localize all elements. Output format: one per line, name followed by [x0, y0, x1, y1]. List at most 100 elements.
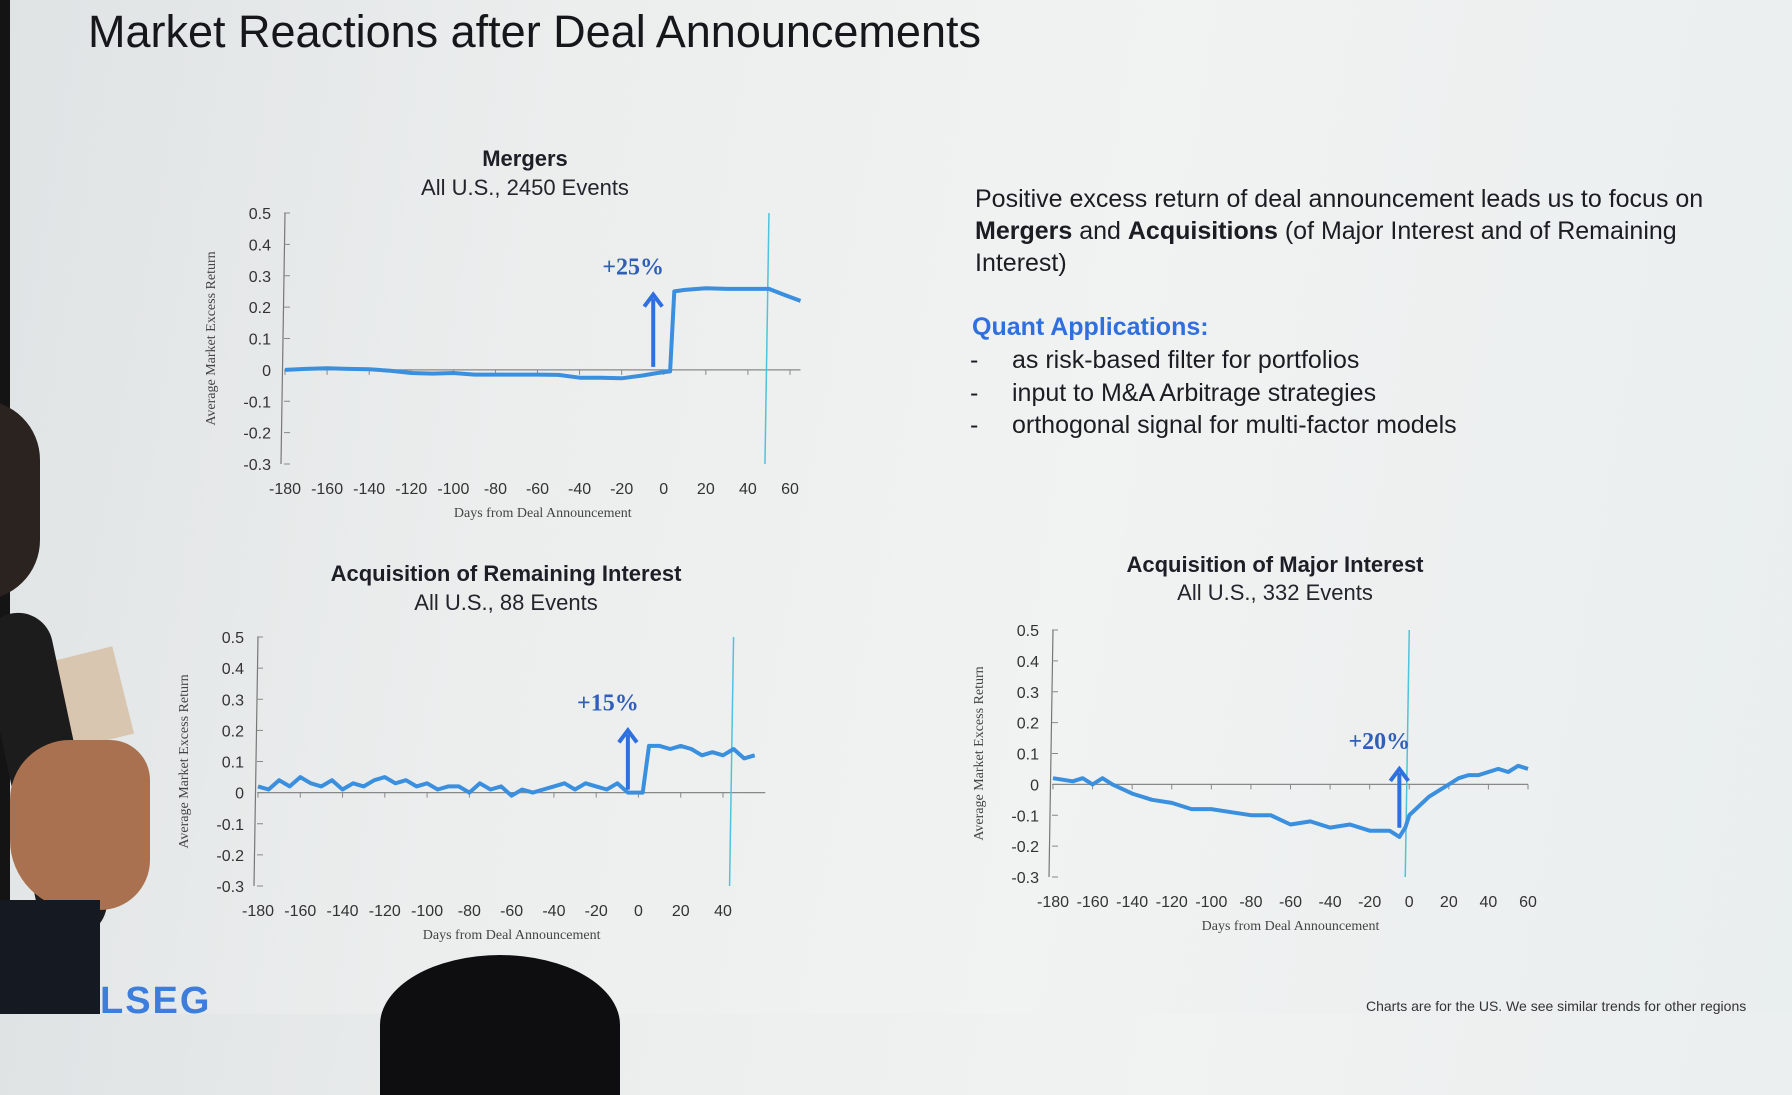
arrow-head-icon	[617, 727, 639, 744]
x-tick-label: -60	[500, 903, 523, 920]
slide-title: Market Reactions after Deal Announcement…	[88, 6, 981, 57]
y-tick-label: 0.2	[222, 723, 244, 740]
y-axis	[1048, 629, 1054, 878]
summary-part: Positive excess return of deal announcem…	[975, 185, 1704, 213]
chart-subtitle-mergers: All U.S., 2450 Events	[421, 175, 629, 200]
y-tick-label: 0.5	[1017, 623, 1039, 640]
summary-bold-acquisitions: Acquisitions	[1127, 217, 1278, 245]
x-tick-label: -60	[1279, 894, 1302, 911]
y-axis	[280, 212, 286, 465]
x-tick-label: -80	[1239, 894, 1262, 911]
x-tick-label: -40	[568, 481, 591, 498]
chart-title-mergers: Mergers	[482, 146, 568, 171]
annotation-label: +15%	[577, 690, 639, 716]
chart-title-major-interest: Acquisition of Major Interest	[1126, 552, 1424, 577]
x-tick-label: -180	[242, 903, 274, 920]
quant-applications-heading: Quant Applications:	[972, 313, 1209, 341]
bullet-text: as risk-based filter for portfolios	[1012, 346, 1360, 374]
x-tick-label: 40	[1480, 894, 1498, 911]
y-tick-label: 0.4	[249, 237, 271, 254]
x-tick-label: 0	[1405, 894, 1414, 911]
speaker-suit	[0, 900, 100, 1014]
y-tick-label: -0.3	[243, 457, 271, 474]
x-tick-label: -100	[437, 481, 469, 498]
x-tick-label: -80	[484, 481, 507, 498]
chart-title-remaining-interest: Acquisition of Remaining Interest	[330, 561, 682, 586]
y-tick-label: 0	[1030, 777, 1039, 794]
series-line	[284, 286, 802, 381]
y-tick-label: -0.2	[216, 848, 244, 865]
bullet-item: - input to M&A Arbitrage strategies	[970, 379, 1376, 408]
summary-part: and	[1072, 217, 1128, 245]
y-tick-label: 0	[262, 363, 271, 380]
x-tick-label: -160	[311, 481, 343, 498]
x-tick-label: -120	[1156, 894, 1188, 911]
y-tick-label: 0.5	[249, 206, 271, 223]
reference-vline	[1404, 629, 1410, 878]
x-tick-label: 60	[781, 481, 799, 498]
y-axis-label: Average Market Excess Return	[204, 251, 219, 425]
y-tick-label: 0.2	[249, 300, 271, 317]
y-tick-label: -0.2	[1011, 839, 1039, 856]
x-tick-label: -160	[284, 903, 316, 920]
y-tick-label: 0.3	[1017, 685, 1039, 702]
y-tick-label: 0.2	[1017, 716, 1039, 733]
lseg-logo: LSEG	[100, 980, 212, 1022]
x-tick-label: -120	[369, 903, 401, 920]
y-axis-label: Average Market Excess Return	[972, 666, 987, 840]
series-line	[1052, 763, 1529, 839]
y-axis-label: Average Market Excess Return	[177, 674, 192, 848]
audience-head	[380, 955, 620, 1095]
bullet-item: - orthogonal signal for multi-factor mode…	[970, 411, 1457, 440]
y-tick-label: 0.5	[222, 630, 244, 647]
x-tick-label: -100	[411, 903, 443, 920]
chart-remaining-interest: 0.5 0.4 0.3 0.2 0.1 0 -0.1 -0.2 -0.3 -180 -160 -140…	[177, 630, 766, 943]
chart-mergers: 0.5 0.4 0.3 0.2 0.1 0 -0.1 -0.2 -0.3 -180 -160 -140…	[204, 206, 802, 521]
x-axis-label: Days from Deal Announcement	[423, 928, 601, 943]
summary-bold-mergers: Mergers	[975, 217, 1073, 245]
y-tick-label: 0.1	[249, 332, 271, 349]
speaker-silhouette	[0, 400, 40, 600]
x-tick-label: -20	[1358, 894, 1381, 911]
x-tick-label: -140	[353, 481, 385, 498]
footnote: Charts are for the US. We see similar tr…	[1366, 998, 1747, 1014]
x-tick-label: -120	[395, 481, 427, 498]
x-tick-label: 20	[672, 903, 690, 920]
annotation-label: +20%	[1349, 729, 1411, 755]
x-tick-label: 0	[634, 903, 643, 920]
y-tick-label: 0.1	[1017, 747, 1039, 764]
y-tick-label: 0.1	[222, 755, 244, 772]
series-line	[257, 743, 756, 798]
x-tick-label: 40	[739, 481, 757, 498]
summary-part: (of Major Interest and of Remaining Inte…	[975, 217, 1677, 277]
x-tick-label: -60	[526, 481, 549, 498]
bullet-item: - as risk-based filter for portfolios	[970, 346, 1359, 375]
y-tick-label: -0.1	[1011, 808, 1039, 825]
x-tick-label: -180	[1037, 894, 1069, 911]
x-tick-label: -180	[269, 481, 301, 498]
x-tick-label: -140	[1116, 894, 1148, 911]
y-tick-label: 0.4	[222, 661, 244, 678]
chart-major-interest: 0.5 0.4 0.3 0.2 0.1 0 -0.1 -0.2 -0.3 -180 -160 -140…	[972, 623, 1537, 934]
bullet-text: orthogonal signal for multi-factor model…	[1012, 411, 1457, 439]
y-tick-label: -0.2	[243, 426, 271, 443]
x-tick-label: 0	[659, 481, 668, 498]
y-tick-label: 0.3	[249, 269, 271, 286]
x-tick-label: -20	[610, 481, 633, 498]
y-tick-label: -0.1	[216, 817, 244, 834]
chart-subtitle-major-interest: All U.S., 332 Events	[1177, 580, 1373, 605]
annotation-label: +25%	[602, 255, 664, 281]
x-tick-label: -40	[542, 903, 565, 920]
x-axis-label: Days from Deal Announcement	[454, 506, 632, 521]
chart-subtitle-remaining-interest: All U.S., 88 Events	[414, 590, 598, 615]
x-tick-label: -80	[458, 903, 481, 920]
y-tick-label: -0.3	[216, 879, 244, 896]
x-tick-label: 20	[697, 481, 715, 498]
y-tick-label: -0.3	[1011, 870, 1039, 887]
speaker-hand	[10, 740, 150, 910]
bullet-marker: -	[970, 411, 979, 439]
x-tick-label: -160	[1077, 894, 1109, 911]
x-axis-label: Days from Deal Announcement	[1202, 919, 1380, 934]
summary-text: Positive excess return of deal announcem…	[975, 183, 1715, 279]
y-tick-label: 0.3	[222, 692, 244, 709]
